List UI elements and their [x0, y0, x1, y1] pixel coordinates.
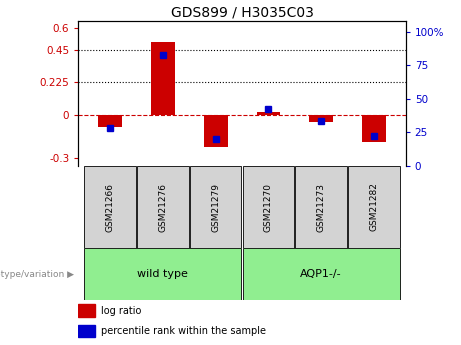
Text: genotype/variation ▶: genotype/variation ▶ — [0, 270, 74, 279]
Bar — [190, 166, 242, 248]
Text: AQP1-/-: AQP1-/- — [301, 269, 342, 279]
Title: GDS899 / H3035C03: GDS899 / H3035C03 — [171, 6, 313, 20]
Text: wild type: wild type — [137, 269, 188, 279]
Bar — [151, 42, 175, 115]
Text: GSM21279: GSM21279 — [211, 183, 220, 231]
Text: percentile rank within the sample: percentile rank within the sample — [101, 326, 266, 336]
Bar — [84, 166, 136, 248]
Bar — [242, 248, 400, 300]
Text: GSM21282: GSM21282 — [370, 183, 378, 231]
Bar — [362, 115, 386, 142]
Text: GSM21270: GSM21270 — [264, 183, 273, 231]
Text: GSM21273: GSM21273 — [317, 183, 326, 231]
Bar — [204, 115, 228, 147]
Bar — [256, 112, 280, 115]
Bar — [137, 166, 189, 248]
Bar — [348, 166, 400, 248]
Text: GSM21276: GSM21276 — [158, 183, 167, 231]
Bar — [98, 115, 122, 127]
Text: GSM21266: GSM21266 — [106, 183, 114, 231]
Text: log ratio: log ratio — [101, 306, 142, 315]
Bar — [296, 166, 347, 248]
Bar — [78, 325, 95, 337]
Bar — [309, 115, 333, 122]
Bar — [78, 304, 95, 317]
Bar — [242, 166, 294, 248]
Bar — [84, 248, 242, 300]
